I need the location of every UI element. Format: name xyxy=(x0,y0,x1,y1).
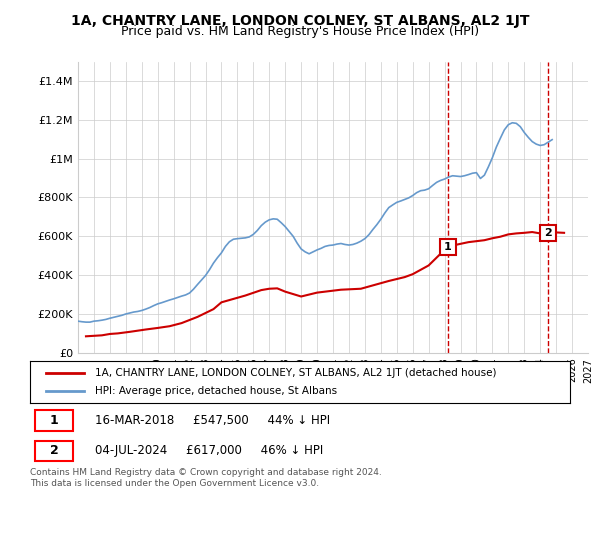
Text: HPI: Average price, detached house, St Albans: HPI: Average price, detached house, St A… xyxy=(95,386,337,396)
FancyBboxPatch shape xyxy=(35,410,73,431)
Text: Price paid vs. HM Land Registry's House Price Index (HPI): Price paid vs. HM Land Registry's House … xyxy=(121,25,479,38)
Text: 1: 1 xyxy=(50,414,59,427)
Text: 1A, CHANTRY LANE, LONDON COLNEY, ST ALBANS, AL2 1JT: 1A, CHANTRY LANE, LONDON COLNEY, ST ALBA… xyxy=(71,14,529,28)
FancyBboxPatch shape xyxy=(35,441,73,461)
Text: 04-JUL-2024     £617,000     46% ↓ HPI: 04-JUL-2024 £617,000 46% ↓ HPI xyxy=(95,444,323,458)
Text: 16-MAR-2018     £547,500     44% ↓ HPI: 16-MAR-2018 £547,500 44% ↓ HPI xyxy=(95,414,330,427)
Text: 1A, CHANTRY LANE, LONDON COLNEY, ST ALBANS, AL2 1JT (detached house): 1A, CHANTRY LANE, LONDON COLNEY, ST ALBA… xyxy=(95,368,496,378)
Text: 2: 2 xyxy=(50,444,59,458)
Text: Contains HM Land Registry data © Crown copyright and database right 2024.
This d: Contains HM Land Registry data © Crown c… xyxy=(30,468,382,488)
Text: 1: 1 xyxy=(444,241,452,251)
Text: 2: 2 xyxy=(544,228,552,238)
